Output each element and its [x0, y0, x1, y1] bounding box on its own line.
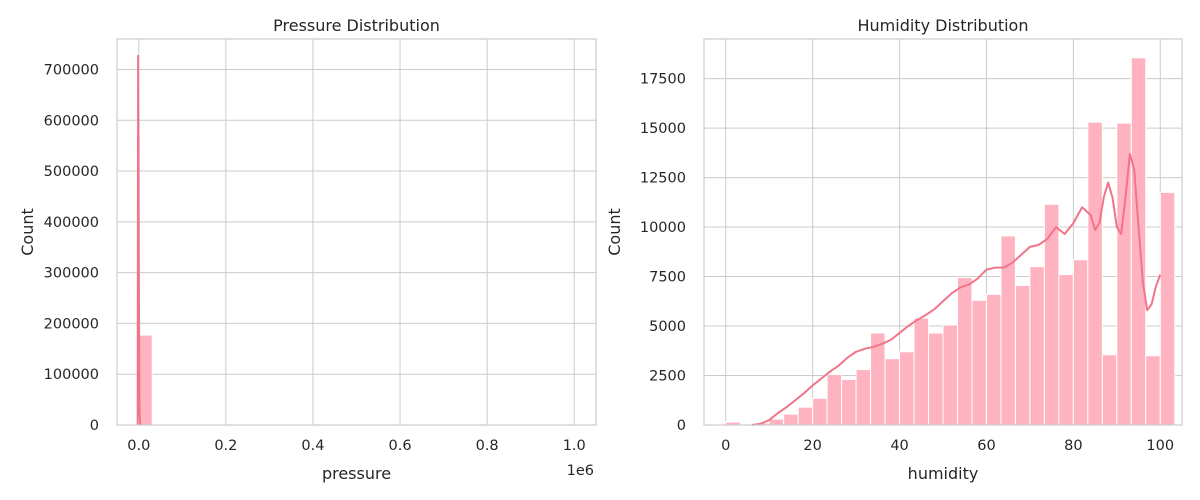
x-axis-label: pressure [322, 464, 391, 483]
histogram-bar [928, 332, 944, 426]
histogram-bar [1043, 203, 1060, 426]
y-tick-label: 200000 [44, 316, 99, 332]
x-tick-label: 100 [1146, 438, 1174, 454]
y-tick-label: 7500 [649, 270, 686, 286]
x-tick-label: 80 [1064, 438, 1082, 454]
y-tick-label: 2500 [649, 369, 686, 385]
x-tick-label: 0.0 [127, 438, 150, 454]
histogram-bar [783, 413, 799, 426]
histogram-bar [1029, 266, 1045, 426]
y-axis-label: Count [605, 208, 624, 256]
y-tick-label: 15000 [640, 121, 686, 137]
histogram-bar [942, 324, 958, 426]
histogram-bar [138, 334, 153, 426]
y-tick-label: 5000 [649, 319, 686, 335]
histogram-bar [913, 317, 930, 426]
histogram-bar [971, 299, 987, 426]
histogram-bar [768, 418, 785, 426]
y-tick-label: 400000 [44, 215, 99, 231]
x-tick-label: 20 [803, 438, 821, 454]
y-tick-label: 0 [677, 418, 686, 434]
histogram-bar [899, 351, 915, 426]
plot-frame [116, 38, 597, 426]
x-tick-label: 0.8 [476, 438, 499, 454]
y-tick-label: 10000 [640, 220, 686, 236]
histogram-bar [1014, 284, 1031, 426]
y-tick-label: 0 [90, 418, 99, 434]
x-tick-label: 0 [721, 438, 730, 454]
chart-title: Humidity Distribution [858, 16, 1029, 35]
x-tick-label: 40 [890, 438, 908, 454]
histogram-bar [985, 293, 1002, 426]
chart-panel-0: 0 100000 200000 300000 400000 500000 600000 700… [18, 16, 597, 483]
histogram-bar [1130, 57, 1147, 426]
histogram-bar [855, 369, 872, 426]
histogram-bar [1101, 354, 1118, 426]
y-tick-label: 100000 [44, 367, 99, 383]
histogram-bar [797, 406, 814, 426]
histogram-bar [841, 378, 857, 426]
histogram-bar [884, 358, 901, 426]
x-axis-label: humidity [908, 464, 979, 483]
y-tick-label: 300000 [44, 266, 99, 282]
y-tick-label: 700000 [44, 62, 99, 78]
histogram-bar [826, 374, 843, 426]
histogram-bar [1087, 121, 1103, 426]
y-tick-label: 12500 [640, 171, 686, 187]
y-axis-label: Count [18, 208, 37, 256]
plot-frame [703, 38, 1183, 426]
x-tick-label: 60 [977, 438, 995, 454]
y-tick-label: 17500 [640, 72, 686, 88]
x-tick-label: 0.6 [389, 438, 412, 454]
histogram-bar [812, 397, 828, 426]
x-tick-label: 1.0 [563, 438, 586, 454]
histogram-bar [1159, 191, 1176, 426]
kde-line [751, 152, 1162, 426]
y-tick-label: 600000 [44, 113, 99, 129]
chart-panel-1: 0 2500 5000 7500 10000 12500 15000 17500 0 20 40 60… [605, 16, 1183, 483]
kde-line [136, 54, 142, 426]
histogram-bar [956, 277, 973, 426]
histogram-bar [1058, 274, 1074, 426]
x-offset-label: 1e6 [567, 463, 594, 479]
x-tick-label: 0.2 [214, 438, 237, 454]
chart-title: Pressure Distribution [273, 16, 440, 35]
histogram-bar [1145, 355, 1161, 426]
y-tick-label: 500000 [44, 164, 99, 180]
histogram-bar [1072, 259, 1089, 426]
x-tick-label: 0.4 [301, 438, 324, 454]
